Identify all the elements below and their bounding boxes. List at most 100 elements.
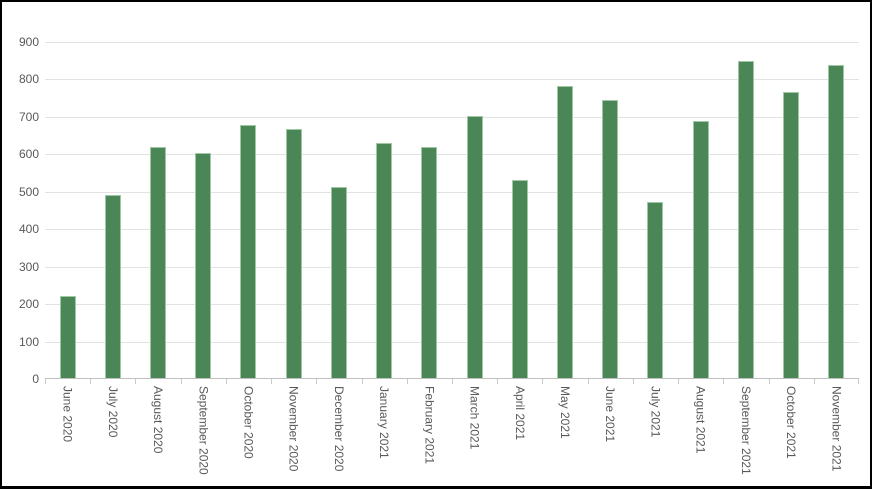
y-axis-label: 200 [18, 297, 39, 312]
gridline [45, 79, 859, 81]
x-label-slot: November 2021 [814, 386, 859, 482]
bar [195, 153, 212, 378]
tick-mark [678, 379, 680, 384]
gridline [45, 42, 859, 43]
x-label-slot: July 2021 [633, 386, 678, 482]
x-axis-label: January 2021 [377, 386, 392, 459]
x-label-slot: October 2021 [769, 386, 814, 482]
bar [602, 100, 619, 378]
tick-mark [768, 379, 770, 384]
tick-mark [135, 379, 137, 384]
tick-mark [90, 379, 92, 384]
x-axis-label: October 2021 [784, 386, 799, 459]
tick-mark [361, 379, 363, 384]
x-axis-label: December 2020 [331, 386, 346, 472]
tick-mark [587, 379, 589, 384]
plot-area [45, 42, 859, 379]
x-label-slot: April 2021 [497, 386, 542, 482]
bar [511, 180, 528, 378]
bar-series [45, 42, 859, 378]
y-axis-label: 500 [18, 184, 39, 199]
bar-slot [769, 42, 814, 378]
bar-slot [542, 42, 587, 378]
x-axis-label: September 2021 [738, 386, 753, 475]
gridline [45, 304, 859, 306]
x-axis-label: July 2020 [105, 386, 120, 438]
bar-slot [45, 42, 90, 378]
x-label-slot: September 2020 [181, 386, 226, 482]
x-axis-label: June 2021 [603, 386, 618, 443]
x-label-slot: October 2020 [226, 386, 271, 482]
y-axis-label: 700 [18, 109, 39, 124]
bar-slot [678, 42, 723, 378]
x-axis-label: November 2020 [286, 386, 301, 472]
tick-mark [632, 379, 634, 384]
tick-mark [813, 379, 815, 384]
tick-mark [45, 379, 46, 384]
tick-mark [271, 379, 273, 384]
gridline [45, 229, 859, 231]
x-label-slot: November 2020 [271, 386, 316, 482]
bar-slot [135, 42, 180, 378]
bar-slot [588, 42, 633, 378]
bar-slot [814, 42, 859, 378]
x-axis-label: September 2020 [196, 386, 211, 475]
bar [104, 195, 121, 378]
bar [285, 129, 302, 378]
gridline [45, 116, 859, 118]
x-axis-label: April 2021 [512, 386, 527, 441]
x-label-slot: May 2021 [542, 386, 587, 482]
bar-slot [633, 42, 678, 378]
x-axis-label: June 2020 [60, 386, 75, 443]
x-axis-label: November 2021 [829, 386, 844, 472]
y-axis: 0 100 200 300 400 500 600 700 800 900 [2, 2, 39, 486]
tick-mark [316, 379, 318, 384]
x-axis-label: July 2021 [648, 386, 663, 438]
x-label-slot: February 2021 [407, 386, 452, 482]
bar-slot [226, 42, 271, 378]
tick-mark [723, 379, 725, 384]
x-label-slot: March 2021 [452, 386, 497, 482]
y-axis-label: 300 [18, 259, 39, 274]
gridline [45, 341, 859, 343]
y-axis-label: 900 [18, 35, 39, 49]
bar [828, 65, 845, 378]
bar [647, 202, 664, 378]
bar-slot [407, 42, 452, 378]
bar-slot [181, 42, 226, 378]
tick-mark [542, 379, 544, 384]
x-axis-ticks [45, 379, 859, 384]
bar-slot [271, 42, 316, 378]
gridline [45, 154, 859, 156]
tick-mark [225, 379, 227, 384]
bar-slot [90, 42, 135, 378]
bar [421, 147, 438, 378]
y-axis-label: 400 [18, 222, 39, 237]
bar [783, 92, 800, 378]
x-label-slot: August 2021 [678, 386, 723, 482]
x-label-slot: December 2020 [316, 386, 361, 482]
bar-slot [452, 42, 497, 378]
bar [737, 61, 754, 378]
x-label-slot: January 2021 [362, 386, 407, 482]
bar [240, 125, 257, 378]
x-axis-label: March 2021 [467, 386, 482, 450]
x-label-slot: September 2021 [723, 386, 768, 482]
x-axis-label: May 2021 [558, 386, 573, 439]
bar [376, 143, 393, 378]
tick-mark [858, 379, 859, 384]
bar [330, 187, 347, 378]
bar-slot [316, 42, 361, 378]
bar [466, 116, 483, 378]
bar-slot [497, 42, 542, 378]
x-axis-label: August 2020 [151, 386, 166, 454]
bar-slot [362, 42, 407, 378]
bar [150, 147, 167, 378]
bar-slot [723, 42, 768, 378]
y-axis-label: 800 [18, 72, 39, 87]
x-axis-label: February 2021 [422, 386, 437, 465]
x-label-slot: July 2020 [90, 386, 135, 482]
bar [692, 121, 709, 378]
tick-mark [452, 379, 453, 384]
